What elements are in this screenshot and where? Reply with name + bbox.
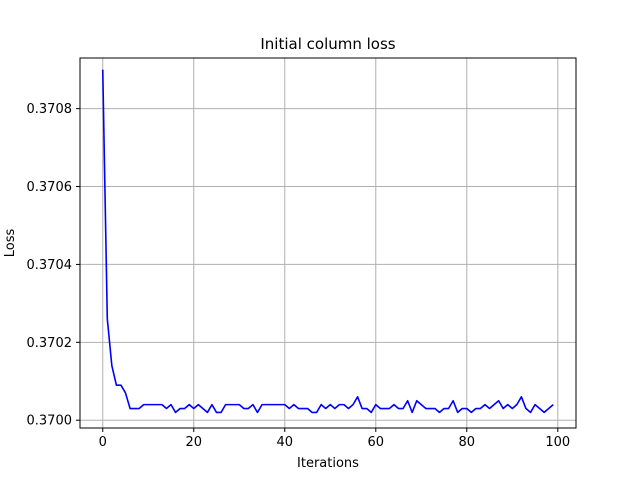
series-layer [101,69,554,414]
axes-frame [79,57,577,429]
chart-title: Initial column loss [260,35,395,53]
y-tick-label: 0.3704 [27,258,73,273]
series-line [101,69,554,414]
y-tick-label: 0.3702 [27,336,73,351]
x-axis-label: Iterations [297,456,359,471]
x-tick-label: 40 [276,435,293,450]
ticks: 0 20 40 60 80 100 0.3700 0.3702 0.3704 0.3706 0.37… [27,102,571,450]
x-tick-label: 20 [185,435,202,450]
x-tick-label: 80 [459,435,476,450]
y-tick-label: 0.3700 [27,414,73,429]
x-tick-label: 60 [368,435,385,450]
y-axis-label: Loss [3,229,18,258]
x-tick-label: 100 [545,435,570,450]
y-tick-label: 0.3708 [27,102,73,117]
grid [80,58,576,428]
x-tick-label: 0 [99,435,107,450]
y-tick-label: 0.3706 [27,180,73,195]
